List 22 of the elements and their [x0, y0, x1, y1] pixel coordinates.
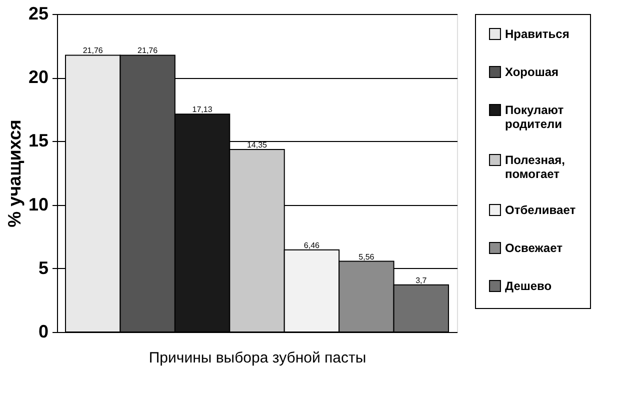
legend-label: Покулают родители: [505, 103, 564, 131]
y-tick-label: 5: [38, 258, 48, 278]
y-tick-label: 15: [28, 130, 48, 151]
data-label: 14,35: [246, 140, 268, 150]
y-tick-label: 0: [38, 322, 48, 342]
data-label: 3,7: [416, 276, 428, 285]
legend-label: Нравиться: [505, 27, 570, 41]
legend-label: Хорошая: [505, 65, 559, 79]
y-tick-label: 25: [28, 4, 48, 24]
data-label: 6,46: [304, 240, 320, 250]
y-axis-title: % учащихся: [4, 120, 24, 228]
data-label: 5,56: [358, 252, 375, 262]
legend-label: Освежает: [505, 241, 563, 255]
legend-label: Отбеливает: [505, 203, 576, 217]
legend-label: Дешево: [505, 279, 552, 293]
data-label: 17,13: [192, 105, 213, 114]
y-tick-label: 10: [28, 194, 48, 214]
data-label: 21,76: [82, 46, 104, 56]
x-axis-title: Причины выбора зубной пасты: [148, 350, 366, 366]
data-label: 21,76: [138, 46, 158, 56]
y-tick-label: 20: [28, 67, 48, 88]
legend-label: Полезная, помогает: [505, 153, 566, 181]
